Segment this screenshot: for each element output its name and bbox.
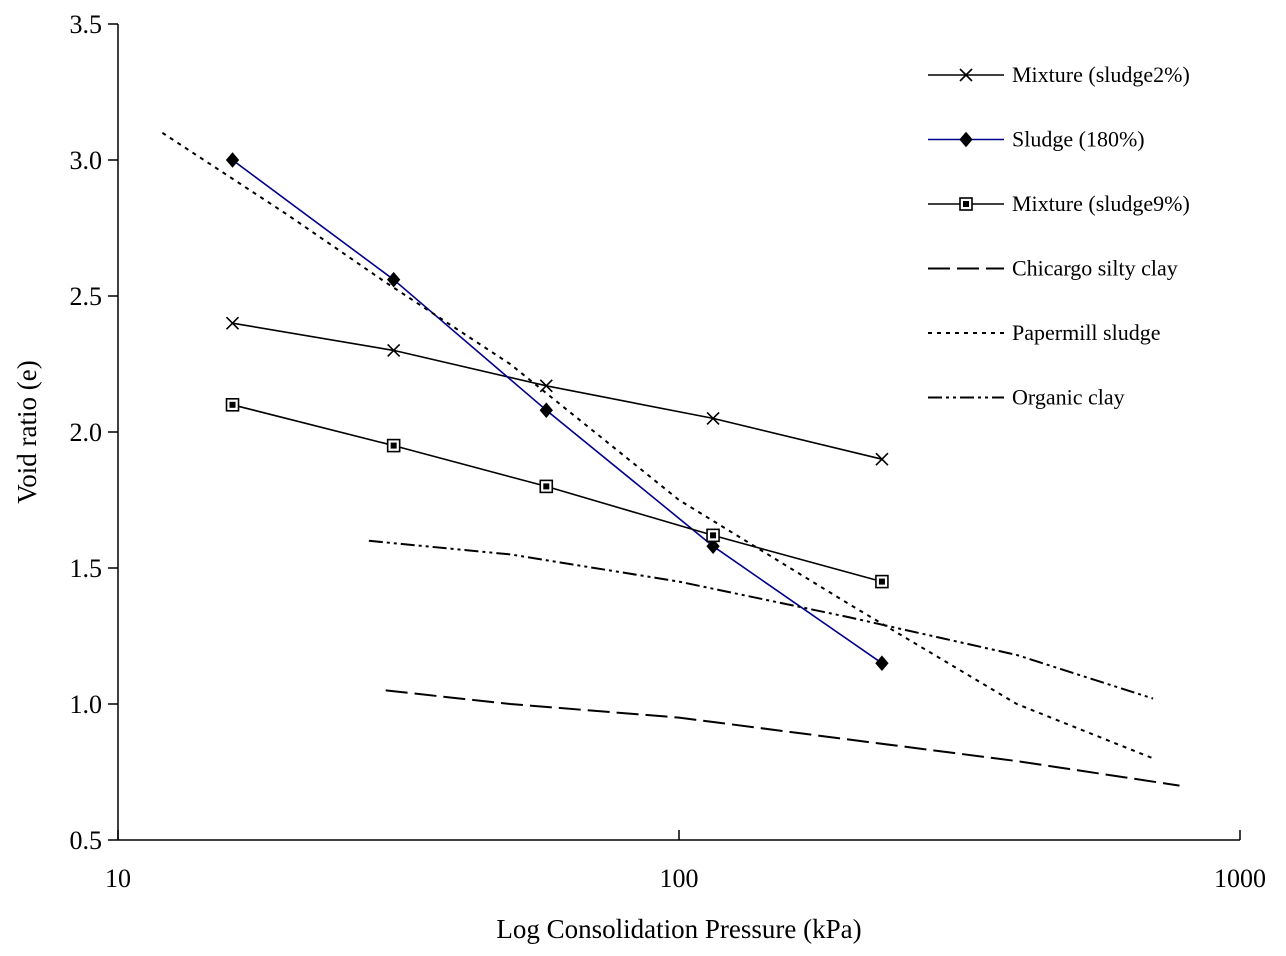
data-point-square [959, 197, 973, 211]
legend-label: Chicargo silty clay [1012, 256, 1178, 281]
data-point-diamond [225, 152, 240, 168]
series-line [232, 322, 883, 460]
data-point-diamond [386, 271, 401, 288]
legend-label: Mixture (sludge9%) [1012, 191, 1190, 216]
data-point-square [539, 479, 554, 494]
x-tick-label: 10 [105, 864, 131, 893]
data-point-cross [225, 316, 240, 330]
data-point-cross [875, 452, 889, 466]
data-point-diamond [959, 131, 973, 148]
data-point-diamond [706, 538, 720, 555]
data-point-cross [387, 343, 401, 357]
data-point-square [706, 528, 720, 543]
legend: Mixture (sludge2%) Sludge (180%) Mixture (… [928, 62, 1190, 410]
y-ticks: 0.5 1.0 1.5 2.0 2.5 3.0 3.5 [70, 10, 118, 855]
series-4 [161, 131, 1154, 760]
legend-entry: Papermill sludge [928, 320, 1160, 345]
series-line [161, 131, 1154, 760]
x-axis-title: Log Consolidation Pressure (kPa) [496, 914, 861, 944]
data-point-diamond [539, 402, 553, 419]
y-tick-label: 0.5 [70, 826, 103, 855]
y-tick-label: 1.5 [70, 554, 103, 583]
y-tick-label: 2.0 [70, 418, 103, 447]
legend-label: Sludge (180%) [1012, 127, 1145, 152]
data-point-cross [539, 379, 553, 393]
series-2 [225, 397, 889, 589]
legend-entry: Organic clay [928, 385, 1125, 410]
x-tick-label: 100 [660, 864, 699, 893]
data-point-cross [959, 68, 973, 82]
legend-entry: Mixture (sludge9%) [928, 191, 1190, 216]
plot-area [161, 131, 1180, 787]
x-ticks: 10 100 1000 [105, 830, 1266, 893]
series-3 [385, 689, 1180, 787]
legend-entry: Mixture (sludge2%) [928, 62, 1190, 87]
data-point-square [225, 397, 240, 412]
legend-label: Mixture (sludge2%) [1012, 62, 1190, 87]
y-axis-title: Void ratio (e) [12, 360, 42, 503]
series-line [385, 689, 1180, 787]
series-line [368, 539, 1154, 700]
y-tick-label: 2.5 [70, 282, 103, 311]
series-0 [225, 316, 889, 466]
series-line [232, 404, 883, 583]
series-5 [368, 539, 1154, 700]
data-point-square [875, 574, 889, 589]
x-tick-label: 1000 [1214, 864, 1266, 893]
series-line [232, 159, 883, 664]
series-1 [225, 152, 889, 671]
legend-entry: Chicargo silty clay [928, 256, 1178, 281]
data-point-diamond [875, 655, 889, 671]
legend-entry: Sludge (180%) [928, 127, 1145, 152]
legend-label: Organic clay [1012, 385, 1125, 410]
data-point-cross [706, 411, 720, 425]
y-tick-label: 3.5 [70, 10, 103, 39]
y-tick-label: 3.0 [70, 146, 103, 175]
legend-label: Papermill sludge [1012, 320, 1160, 345]
y-tick-label: 1.0 [70, 690, 103, 719]
data-point-square [386, 438, 401, 453]
